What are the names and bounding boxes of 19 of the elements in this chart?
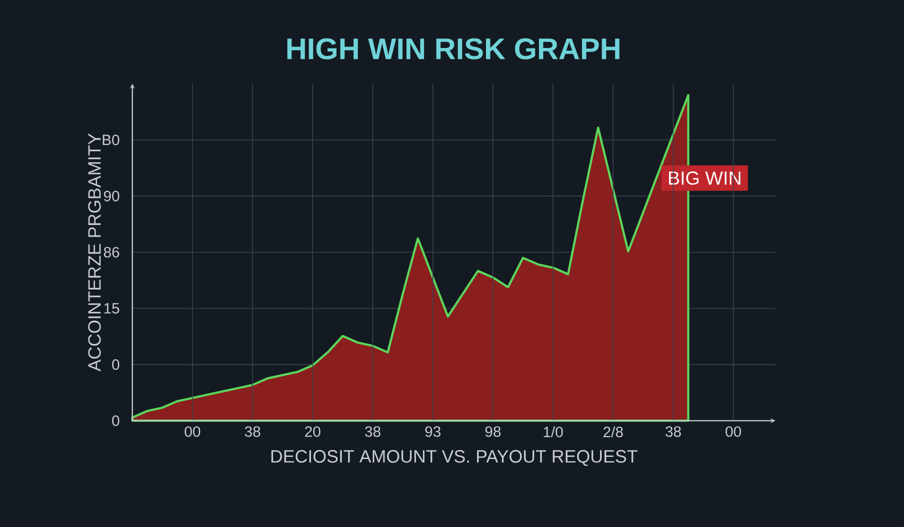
text: 15 — [104, 302, 120, 314]
x-tick-label: 38 — [666, 426, 681, 437]
x-tick-label: 2/8 — [604, 426, 623, 438]
text: 90 — [104, 190, 120, 202]
text: 0 — [112, 415, 120, 426]
text: 86 — [104, 246, 120, 258]
x-tick-label: 98 — [485, 426, 501, 437]
x-axis-title: DECIOSIT AMOUNT VS. PAYOUT REQUEST — [271, 450, 638, 466]
x-tick-label: 38 — [244, 426, 260, 437]
chart-title: HIGH WIN RISK GRAPH — [287, 38, 620, 60]
x-tick-label: 1/0 — [544, 426, 563, 438]
text: 0 — [112, 359, 120, 370]
text: B0 — [102, 134, 120, 145]
y-axis-title: ACCOINTERZE PRGBAMITY — [88, 133, 101, 372]
x-tick-label: 20 — [305, 426, 320, 437]
x-tick-label: 38 — [365, 426, 380, 437]
x-tick-label: 93 — [425, 426, 440, 437]
x-tick-label: 00 — [726, 426, 742, 437]
x-tick-label: 00 — [184, 426, 200, 437]
